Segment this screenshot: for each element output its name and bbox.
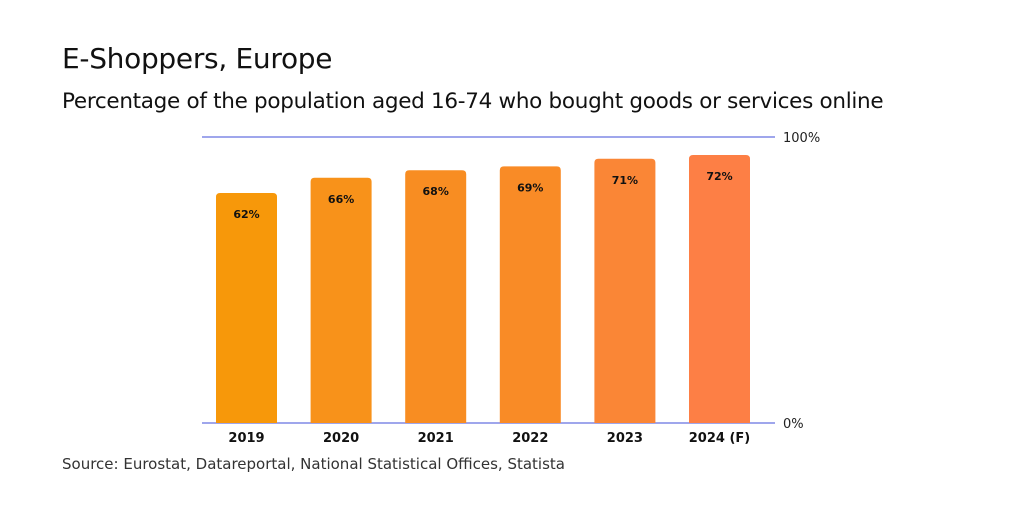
x-tick-label: 2019	[228, 431, 264, 446]
bar	[216, 193, 277, 423]
bar	[405, 170, 467, 423]
source-note: Source: Eurostat, Datareportal, National…	[62, 455, 565, 473]
x-tick-label: 2023	[607, 431, 643, 446]
data-label: 66%	[328, 193, 354, 206]
x-tick-label: 2020	[323, 431, 359, 446]
data-label: 62%	[233, 208, 259, 221]
x-tick-label: 2021	[418, 431, 454, 446]
x-tick-label: 2022	[512, 431, 548, 446]
y-tick-label: 0%	[783, 417, 804, 432]
x-tick-label: 2024 (F)	[689, 431, 750, 446]
bar	[499, 166, 561, 423]
bar	[310, 177, 372, 423]
y-tick-label: 100%	[783, 131, 820, 146]
data-label: 72%	[706, 170, 732, 183]
bar	[594, 158, 656, 424]
bar	[689, 155, 750, 423]
data-label: 71%	[612, 174, 638, 187]
chart-subtitle: Percentage of the population aged 16-74 …	[62, 89, 884, 114]
data-label: 68%	[423, 185, 449, 198]
data-label: 69%	[517, 181, 543, 194]
chart-title: E-Shoppers, Europe	[62, 42, 333, 75]
